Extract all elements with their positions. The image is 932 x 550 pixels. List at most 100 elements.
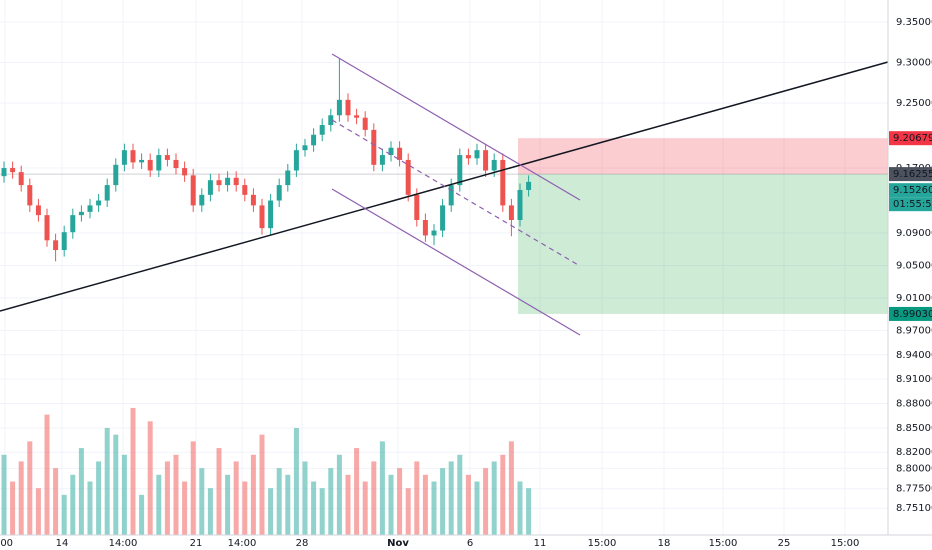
volume-bar <box>285 474 291 535</box>
candle-body <box>457 155 463 186</box>
volume-bar <box>61 494 67 535</box>
volume-bar <box>345 474 351 535</box>
volume-bar <box>354 448 360 535</box>
volume-bar <box>182 481 188 535</box>
candle-body <box>285 170 291 186</box>
candle-body <box>233 177 239 186</box>
volume-bar <box>319 488 325 535</box>
volume-bar <box>233 461 239 535</box>
volume <box>1 407 532 535</box>
volume-bar <box>216 448 222 535</box>
price-label-bg <box>889 183 932 198</box>
volume-bar <box>508 441 514 535</box>
stop-zone <box>518 138 888 175</box>
volume-bar <box>53 468 59 535</box>
x-tick-label: 21 <box>190 538 203 549</box>
target-zone <box>518 174 888 314</box>
volume-bar <box>10 481 16 535</box>
volume-bar <box>483 468 489 535</box>
x-tick-label: 14:00 <box>109 538 138 549</box>
candle-body <box>362 117 368 130</box>
candle-body <box>182 168 188 176</box>
y-tick-label: 9.35000 <box>896 17 932 28</box>
price-label-bg <box>889 167 932 182</box>
candle-body <box>164 155 170 160</box>
candle-body <box>199 194 205 206</box>
candle-body <box>259 205 265 229</box>
price-label-bg <box>889 306 932 321</box>
y-tick-label: 9.25000 <box>896 98 932 109</box>
volume-bar <box>276 468 282 535</box>
axis: :00 14 14:00 21 14:00 28 Nov 6 11 15:00 18 15:00 25 1… <box>0 17 932 549</box>
volume-bar <box>27 441 33 535</box>
volume-bar <box>147 421 153 535</box>
candle-body <box>87 205 93 212</box>
candle-body <box>405 159 411 195</box>
x-tick-label: 15:00 <box>588 538 617 549</box>
volume-bar <box>268 488 274 535</box>
candle-body <box>130 150 136 163</box>
candle-body <box>242 185 248 195</box>
y-tick-label: 8.85000 <box>896 423 932 434</box>
candle-body <box>173 159 179 169</box>
y-tick-label: 8.97000 <box>896 325 932 336</box>
candle-body <box>216 180 222 186</box>
candle-body <box>293 150 299 171</box>
channel-bottom <box>331 188 581 336</box>
volume-bar <box>405 488 411 535</box>
candle-body <box>526 181 532 190</box>
volume-bar <box>440 468 446 535</box>
x-tick-label: 11 <box>534 538 547 549</box>
candle-body <box>147 159 153 171</box>
volume-bar <box>457 454 463 535</box>
volume-bar <box>474 481 480 535</box>
volume-bar <box>388 474 394 535</box>
candle-body <box>448 185 454 206</box>
x-tick-label: :00 <box>0 538 13 549</box>
y-tick-label: 8.94000 <box>896 350 932 361</box>
candle-body <box>328 115 334 126</box>
candle-body <box>354 115 360 118</box>
channel-mid <box>331 119 581 267</box>
volume-bar <box>362 481 368 535</box>
volume-bar <box>431 481 437 535</box>
volume-bar <box>328 468 334 535</box>
volume-bar <box>78 448 84 535</box>
volume-bar <box>371 461 377 535</box>
candle-body <box>113 164 119 186</box>
candle-body <box>276 185 282 201</box>
volume-bar <box>121 454 127 535</box>
volume-bar <box>491 461 497 535</box>
candle-body <box>250 194 256 206</box>
candle-body <box>311 134 317 146</box>
volume-bar <box>293 428 299 535</box>
volume-bar <box>526 488 532 535</box>
volume-bar <box>500 454 506 535</box>
candle-body <box>44 215 50 241</box>
candle-body <box>53 240 59 251</box>
volume-bar <box>44 414 50 535</box>
y-tick-label: 9.01000 <box>896 293 932 304</box>
candle-body <box>336 99 342 116</box>
x-tick-label: 14:00 <box>228 538 257 549</box>
volume-bar <box>336 454 342 535</box>
candle-body <box>139 159 145 163</box>
volume-bar <box>259 434 265 535</box>
x-tick-label: 25 <box>778 538 791 549</box>
x-tick-label: 28 <box>296 538 309 549</box>
countdown-bg <box>889 197 932 212</box>
channel-top <box>331 53 581 201</box>
volume-bar <box>311 481 317 535</box>
volume-bar <box>87 481 93 535</box>
candle-body <box>414 194 420 221</box>
volume-bar <box>379 441 385 535</box>
volume-bar <box>113 434 119 535</box>
candle-body <box>371 129 377 165</box>
volume-bar <box>139 494 145 535</box>
volume-bar <box>302 461 308 535</box>
volume-bar <box>250 454 256 535</box>
price-label-bg <box>889 131 932 146</box>
candle-body <box>10 168 16 173</box>
candle-body <box>96 200 102 206</box>
candle-body <box>345 99 351 116</box>
